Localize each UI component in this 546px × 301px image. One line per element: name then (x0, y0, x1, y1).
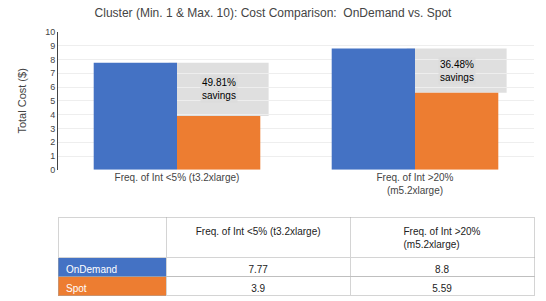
svg-text:0: 0 (50, 165, 55, 175)
svg-text:1: 1 (50, 151, 55, 161)
svg-text:10: 10 (45, 27, 55, 37)
svg-text:Freq. of Int >20%(m5.2xlarge): Freq. of Int >20%(m5.2xlarge) (377, 172, 454, 196)
svg-text:Freq. of Int <5% (t3.2xlarge): Freq. of Int <5% (t3.2xlarge) (196, 226, 321, 237)
svg-text:Freq. of Int >20%(m5.2xlarge): Freq. of Int >20%(m5.2xlarge) (403, 226, 480, 250)
svg-text:8: 8 (50, 55, 55, 65)
svg-text:Cluster (Min. 1 & Max. 10): Co: Cluster (Min. 1 & Max. 10): Cost Compari… (95, 6, 452, 20)
svg-text:6: 6 (50, 82, 55, 92)
svg-text:8.8: 8.8 (435, 264, 449, 275)
svg-text:3: 3 (50, 124, 55, 134)
svg-text:4: 4 (50, 110, 55, 120)
svg-text:7.77: 7.77 (248, 264, 268, 275)
svg-text:49.81%savings: 49.81%savings (202, 77, 236, 101)
svg-text:5.59: 5.59 (432, 283, 452, 294)
svg-text:OnDemand: OnDemand (66, 264, 117, 275)
svg-text:9: 9 (50, 41, 55, 51)
svg-text:5: 5 (50, 96, 55, 106)
svg-text:3.9: 3.9 (251, 283, 265, 294)
svg-text:2: 2 (50, 137, 55, 147)
svg-text:36.48%savings: 36.48%savings (440, 59, 474, 83)
svg-text:Freq. of Int <5% (t3.2xlarge): Freq. of Int <5% (t3.2xlarge) (115, 172, 240, 183)
svg-text:7: 7 (50, 68, 55, 78)
svg-text:Spot: Spot (66, 283, 87, 294)
svg-text:Total Cost ($): Total Cost ($) (16, 68, 28, 133)
